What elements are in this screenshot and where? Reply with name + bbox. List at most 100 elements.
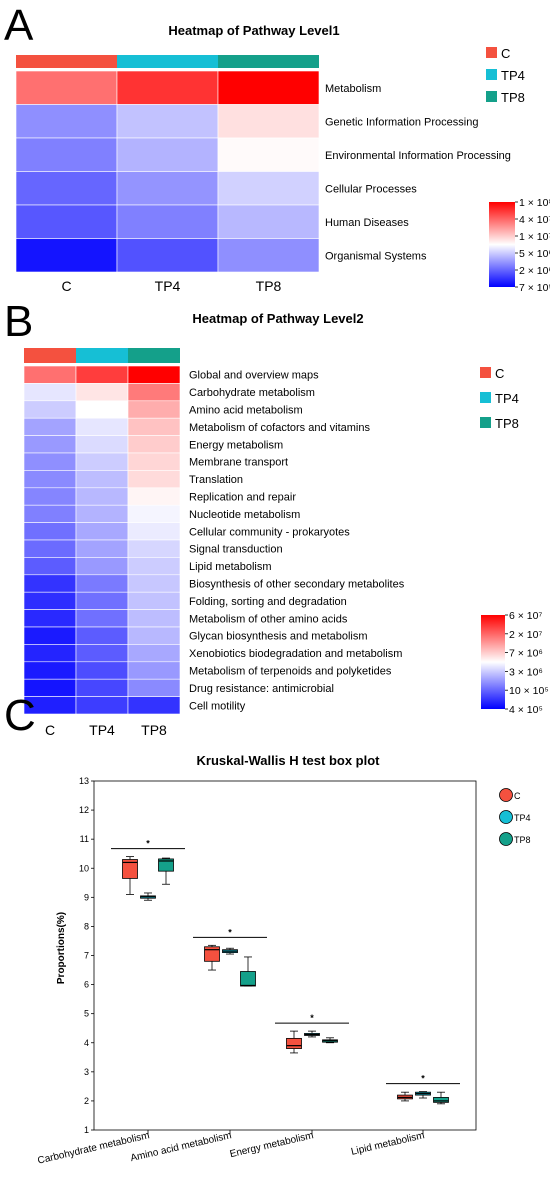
panel-a-title: Heatmap of Pathway Level1: [168, 23, 339, 38]
colorbar-label: 10 × 10⁵: [509, 685, 549, 697]
colorbar-label: 5 × 10⁶: [519, 248, 550, 260]
heatmap-cell: [127, 661, 181, 680]
panel-b-title: Heatmap of Pathway Level2: [192, 311, 363, 326]
heatmap-cell: [127, 696, 181, 715]
column-label: TP8: [141, 722, 167, 738]
colorbar-label: 7 × 10⁵: [519, 282, 550, 294]
row-label: Cellular Processes: [325, 183, 417, 195]
colorbar: [481, 615, 505, 709]
legend-label: TP8: [495, 416, 519, 431]
heatmap-cell: [75, 522, 129, 541]
row-label: Global and overview maps: [189, 370, 319, 382]
heatmap-cell: [75, 644, 129, 663]
heatmap-cell: [15, 238, 118, 273]
heatmap-cell: [75, 417, 129, 436]
heatmap-cell: [75, 452, 129, 471]
significance-mark: *: [310, 1013, 314, 1023]
row-label: Environmental Information Processing: [325, 150, 511, 162]
y-tick-label: 3: [84, 1067, 89, 1077]
row-label: Genetic Information Processing: [325, 116, 478, 128]
heatmap-cell: [23, 522, 77, 541]
box-TP8: [240, 971, 256, 987]
row-label: Organismal Systems: [325, 250, 427, 262]
heatmap-cell: [75, 365, 129, 384]
legend-label: C: [514, 791, 521, 801]
y-tick-label: 2: [84, 1096, 89, 1106]
heatmap-cell: [75, 539, 129, 558]
legend-label: TP4: [514, 813, 531, 823]
row-label: Cellular community - prokaryotes: [189, 526, 350, 538]
box-TP8: [433, 1097, 449, 1103]
heatmap-a: Metabolism Genetic Information Processing…: [15, 46, 550, 294]
heatmap-cell: [23, 504, 77, 523]
heatmap-cell: [23, 661, 77, 680]
row-label: Metabolism of cofactors and vitamins: [189, 422, 370, 434]
panel-b-letter: B: [4, 297, 33, 346]
box-C: [122, 859, 138, 879]
colorbar-label: 2 × 10⁶: [519, 265, 550, 277]
heatmap-cell: [127, 452, 181, 471]
heatmap-cell: [116, 238, 219, 273]
legend-label: C: [501, 46, 510, 61]
row-label: Drug resistance: antimicrobial: [189, 683, 334, 695]
y-tick-label: 6: [84, 980, 89, 990]
heatmap-cell: [127, 435, 181, 454]
legend-label: C: [495, 366, 504, 381]
significance-mark: *: [146, 839, 150, 849]
y-tick-label: 5: [84, 1009, 89, 1019]
row-label: Translation: [189, 474, 243, 486]
legend-label: TP4: [501, 68, 525, 83]
heatmap-cell: [127, 383, 181, 402]
heatmap-cell: [127, 591, 181, 610]
row-label: Signal transduction: [189, 544, 283, 556]
legend-swatch-C: [486, 47, 497, 58]
row-label: Nucleotide metabolism: [189, 509, 300, 521]
legend-swatch-TP8: [480, 417, 491, 428]
x-tick-label: Energy metabolism: [229, 1130, 315, 1160]
heatmap-cell: [75, 696, 129, 715]
heatmap-cell: [127, 574, 181, 593]
heatmap-cell: [23, 417, 77, 436]
heatmap-cell: [23, 400, 77, 419]
heatmap-cell: [75, 626, 129, 645]
heatmap-cell: [217, 70, 320, 105]
heatmap-cell: [75, 574, 129, 593]
legend-label: TP8: [514, 835, 531, 845]
column-strip-TP4: [76, 348, 128, 363]
heatmap-cell: [23, 487, 77, 506]
colorbar-label: 1 × 10⁷: [519, 231, 550, 243]
heatmap-cell: [116, 171, 219, 206]
y-tick-label: 8: [84, 921, 89, 931]
y-tick-label: 10: [79, 863, 89, 873]
heatmap-cell: [75, 591, 129, 610]
box-C: [286, 1037, 302, 1049]
heatmap-cell: [15, 204, 118, 239]
legend-swatch-TP4: [486, 69, 497, 80]
row-label: Biosynthesis of other secondary metaboli…: [189, 579, 405, 591]
heatmap-cell: [23, 644, 77, 663]
heatmap-cell: [127, 609, 181, 628]
row-label: Folding, sorting and degradation: [189, 596, 347, 608]
heatmap-cell: [127, 539, 181, 558]
panel-a: A Heatmap of Pathway Level1 Metabolism Ge…: [4, 1, 550, 294]
heatmap-cell: [127, 504, 181, 523]
column-strip-C: [16, 55, 117, 68]
box-TP8: [158, 858, 174, 872]
y-tick-label: 13: [79, 776, 89, 786]
row-label: Lipid metabolism: [189, 561, 272, 573]
y-tick-label: 7: [84, 951, 89, 961]
row-label: Metabolism: [325, 83, 381, 95]
legend-swatch-TP4: [480, 392, 491, 403]
heatmap-cell: [75, 609, 129, 628]
heatmap-cell: [75, 435, 129, 454]
row-label: Replication and repair: [189, 492, 296, 504]
heatmap-cell: [116, 137, 219, 172]
panel-b: B Heatmap of Pathway Level2 Global and o…: [4, 297, 549, 738]
heatmap-cell: [217, 171, 320, 206]
column-label: C: [61, 278, 71, 294]
heatmap-cell: [75, 678, 129, 697]
colorbar-label: 2 × 10⁷: [509, 629, 542, 641]
heatmap-cell: [75, 504, 129, 523]
